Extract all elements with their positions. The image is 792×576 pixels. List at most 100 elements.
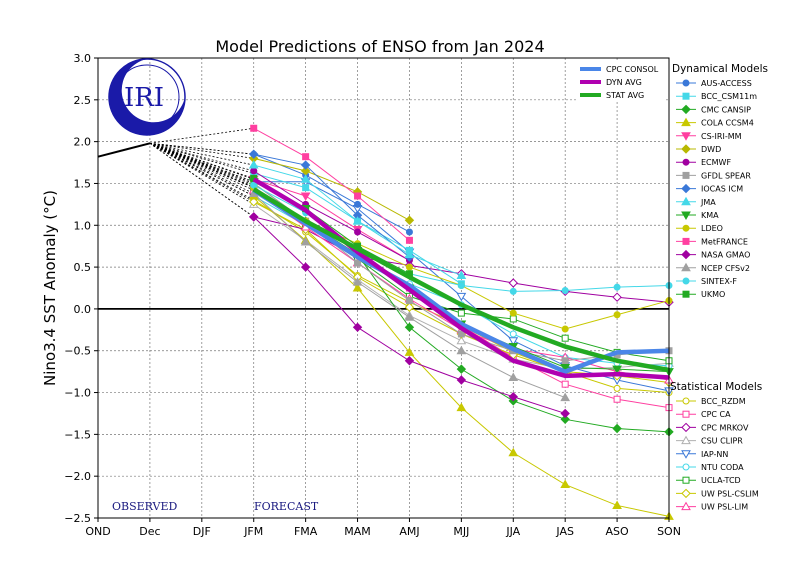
data-point (560, 479, 571, 489)
data-point (612, 500, 622, 509)
chart-title: Model Predictions of ENSO from Jan 2024 (215, 37, 544, 56)
legend-label: UW PSL-CSLIM (701, 489, 759, 498)
data-point (405, 228, 413, 236)
legend-label: CPC CONSOL (606, 65, 659, 74)
data-point (354, 200, 362, 208)
data-point (561, 334, 569, 342)
y-tick-label: 1.0 (74, 219, 92, 232)
model-legend: Dynamical Models AUS-ACCESS BCC_CSM11m CMC … (670, 63, 768, 512)
data-point (681, 435, 691, 445)
data-point (561, 325, 569, 333)
data-point (681, 422, 691, 433)
data-point (250, 181, 258, 189)
data-point (612, 292, 622, 302)
model-line-ecmwf (253, 170, 410, 261)
legend-label: COLA CCSM4 (701, 119, 754, 128)
average-legend: CPC CONSOL DYN AVG STAT AVG (576, 62, 666, 102)
data-point (560, 392, 571, 402)
legend-label: SINTEX-F (701, 277, 737, 286)
data-point (681, 104, 691, 115)
legend-label: AUS-ACCESS (701, 79, 752, 88)
data-point (404, 356, 415, 366)
data-point (682, 92, 690, 100)
data-point (682, 277, 690, 285)
observed-line (97, 142, 151, 158)
data-point (249, 212, 259, 222)
legend-label: CS-IRI-MM (701, 132, 742, 141)
data-point (682, 290, 690, 298)
data-point (354, 259, 362, 267)
data-point (682, 224, 690, 232)
data-point (682, 410, 690, 418)
x-tick-label: JFM (243, 525, 263, 538)
data-point (561, 357, 569, 365)
y-tick-label: 0.5 (74, 261, 92, 274)
legend-label: STAT AVG (606, 91, 644, 100)
legend-label: UKMO (701, 290, 725, 299)
legend-label: NASA GMAO (701, 251, 750, 260)
data-point (612, 365, 622, 375)
data-point (613, 283, 621, 291)
data-point (250, 124, 258, 132)
y-tick-label: 0.0 (74, 303, 92, 316)
data-point (561, 287, 569, 295)
y-tick-label: 1.5 (74, 177, 92, 190)
data-point (613, 384, 621, 392)
data-point (456, 345, 467, 355)
data-point (300, 160, 311, 170)
x-tick-label: JJA (505, 525, 520, 538)
data-point (508, 447, 519, 457)
data-point (509, 287, 517, 295)
forecast-connector-line (149, 127, 254, 144)
data-point (681, 262, 691, 272)
legend-label: CPC MRKOV (701, 423, 749, 432)
data-point (509, 315, 517, 323)
legend-label: MetFRANCE (701, 237, 748, 246)
data-point (404, 347, 415, 356)
data-point (300, 174, 311, 183)
x-tick-label: MAM (344, 525, 371, 538)
legend-label: BCC_CSM11m (701, 92, 757, 101)
forecast-connector-line (149, 142, 254, 159)
data-point (509, 330, 517, 338)
y-axis-label: Nino3.4 SST Anomaly (°C) (41, 190, 59, 386)
data-point (613, 395, 621, 403)
data-point (681, 183, 691, 194)
forecast-connector-line (149, 142, 254, 183)
data-point (300, 192, 311, 202)
legend-label: UW PSL-LIM (701, 503, 748, 512)
data-point (457, 309, 465, 317)
iri-logo: IRI (108, 58, 186, 136)
legend-label: NTU CODA (701, 463, 744, 472)
data-point (352, 216, 363, 225)
data-point (682, 397, 690, 405)
data-point (681, 144, 691, 154)
data-point (456, 292, 467, 302)
model-line-iocas-icm (253, 153, 410, 258)
forecast-connector-line (149, 142, 254, 155)
legend-label: JMA (700, 198, 716, 207)
data-point (249, 149, 259, 159)
legend-label: UCLA-TCD (701, 476, 741, 485)
legend-label: DWD (701, 145, 721, 154)
data-point (682, 158, 690, 166)
y-tick-label: 2.0 (74, 136, 92, 149)
data-point (456, 402, 467, 412)
data-point (681, 196, 691, 206)
legend-label: LDEO (701, 224, 723, 233)
data-point (682, 476, 690, 484)
data-point (404, 249, 415, 259)
data-point (561, 380, 569, 388)
model-line-metfrance (253, 127, 410, 241)
forecast-label: FORECAST (254, 500, 319, 513)
model-line-dwd (253, 157, 410, 221)
data-point (456, 270, 467, 279)
forecast-connector-line (149, 142, 254, 186)
data-point (508, 392, 518, 402)
x-tick-label: MJJ (453, 525, 469, 538)
y-tick-label: −1.5 (64, 428, 91, 441)
observed-label: OBSERVED (112, 500, 178, 513)
data-point (405, 236, 413, 244)
iri-logo-text: IRI (124, 83, 164, 113)
